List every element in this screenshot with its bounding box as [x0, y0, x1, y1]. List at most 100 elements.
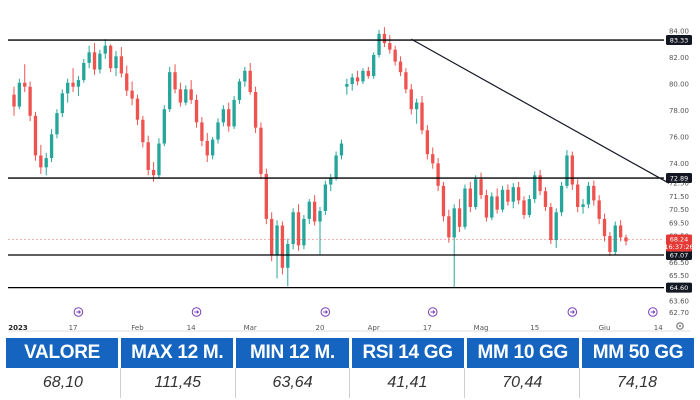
stats-header-row: VALORE MAX 12 M. MIN 12 M. RSI 14 GG MM … [6, 338, 695, 368]
candle-body [447, 216, 451, 238]
level-label: 67.07 [670, 251, 689, 259]
candle [516, 181, 521, 205]
candle-body [33, 115, 38, 156]
candle [157, 138, 161, 178]
candle-body [618, 225, 623, 238]
level-label: 83.33 [670, 37, 689, 45]
stats-header-min-12m: MIN 12 M. [236, 338, 349, 368]
candle-body [248, 70, 252, 92]
candle [12, 86, 16, 116]
candle [92, 43, 97, 75]
candle [592, 180, 596, 206]
candle-body [286, 244, 290, 268]
candle-body [334, 155, 338, 178]
candle-body [388, 43, 392, 50]
arrow-circle-icon[interactable] [73, 307, 84, 317]
candle-body [361, 70, 365, 82]
candle [28, 81, 32, 122]
arrow-circle-icon[interactable] [191, 307, 202, 317]
level-label: 72.89 [670, 175, 689, 183]
candle-body [495, 196, 499, 210]
candle-body [98, 53, 102, 70]
x-tick-label: Feb [131, 324, 144, 332]
arrow-circle-icon[interactable] [320, 307, 331, 317]
candle-body [474, 179, 478, 207]
candle-body [216, 122, 220, 140]
y-tick-label: 80.00 [669, 81, 689, 89]
candle [178, 82, 183, 107]
x-tick-label: Mar [244, 324, 257, 332]
current-price-label: 68.24 [670, 236, 689, 244]
candle [71, 68, 75, 92]
candle [275, 220, 279, 279]
candle-body [576, 184, 580, 207]
candle [173, 64, 177, 94]
level-label-bg [666, 282, 692, 293]
stats-value-valore: 68,10 [6, 368, 121, 398]
candle-body [457, 208, 462, 227]
x-tick-label: Mag [474, 324, 489, 332]
candle-body [264, 173, 268, 219]
stats-value-max-12m: 111,45 [121, 368, 236, 398]
x-tick-label: 17 [69, 324, 78, 332]
arrow-circle-icon[interactable] [427, 307, 438, 317]
candle-body [210, 139, 215, 156]
candle-body [468, 188, 472, 207]
candle [479, 172, 483, 200]
candle-body [533, 175, 537, 200]
candle [323, 180, 328, 215]
y-tick-label: 84.00 [669, 28, 689, 36]
candle-body [157, 143, 161, 176]
candle-body [253, 91, 258, 128]
candle [414, 98, 419, 124]
candle [291, 208, 295, 250]
marker-arrow [650, 310, 656, 314]
x-tick-label: Giu [599, 324, 611, 332]
candle [436, 158, 440, 192]
gear-icon[interactable] [676, 322, 684, 330]
candle-body [355, 77, 360, 82]
candle-body [146, 142, 150, 170]
stats-value-min-12m: 63,64 [236, 368, 351, 398]
candle-body [586, 185, 591, 205]
y-tick-label: 70.50 [669, 206, 689, 214]
marker-arrow [570, 310, 575, 314]
candle-body [108, 45, 113, 69]
candle [141, 115, 145, 148]
arrow-circle-icon[interactable] [648, 307, 658, 317]
candle [76, 76, 81, 96]
y-tick-label: 71.50 [669, 193, 689, 201]
candle [17, 78, 22, 110]
candle-body [302, 218, 306, 246]
candle [468, 181, 472, 213]
current-price-bg [666, 234, 692, 252]
candle [243, 66, 247, 87]
candle [361, 68, 365, 85]
candle-body [366, 70, 370, 77]
candle-body [490, 196, 494, 218]
candle [350, 73, 354, 91]
candles-group [12, 27, 628, 288]
candle [366, 66, 370, 79]
candle-body [420, 102, 424, 131]
candle-body [76, 80, 81, 87]
candle [280, 221, 285, 275]
candle [227, 102, 231, 132]
candle-body [237, 81, 242, 100]
candle [624, 234, 628, 246]
chart-canvas[interactable]: 83.33 72.89 67.07 64.60 84.00 82.00 80.00 78.0… [0, 0, 700, 336]
candle-body [135, 98, 140, 120]
stats-header-valore: VALORE [6, 338, 119, 368]
candle [130, 81, 134, 106]
candle-body [92, 52, 97, 70]
y-tick-label: 63.60 [669, 297, 689, 305]
candle [307, 199, 311, 225]
candle-body [66, 82, 70, 94]
candle-body [425, 130, 430, 155]
price-chart[interactable]: 83.33 72.89 67.07 64.60 84.00 82.00 80.00 78.0… [0, 0, 700, 336]
candle [382, 27, 387, 48]
arrow-circle-icon[interactable] [567, 307, 578, 317]
candle-body [280, 225, 285, 268]
candle [210, 136, 215, 160]
candle [329, 173, 333, 192]
